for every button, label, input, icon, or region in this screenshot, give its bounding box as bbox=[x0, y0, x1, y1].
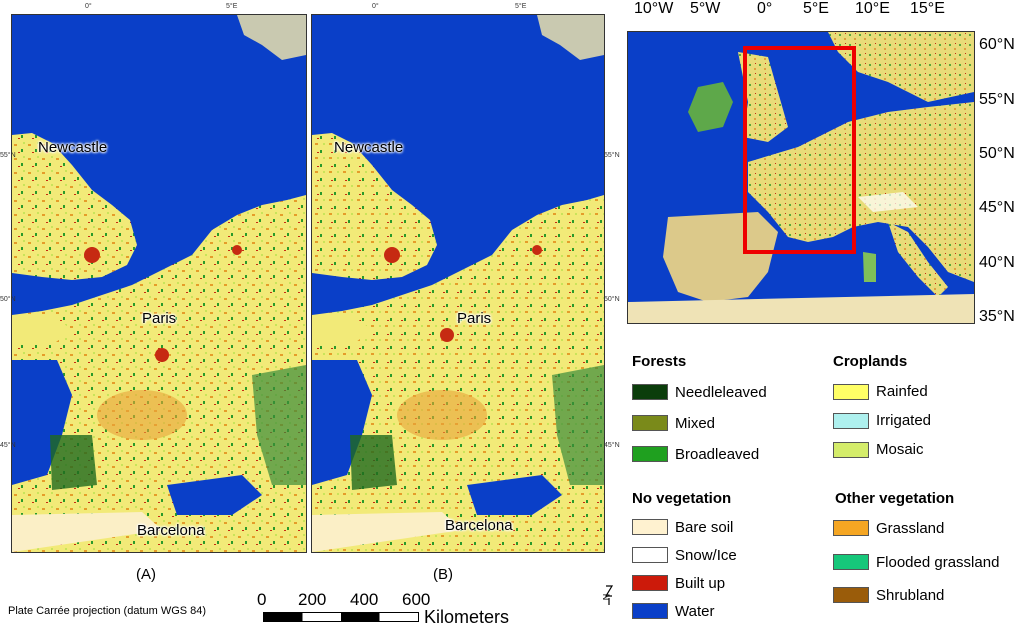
overview-top-tick-4: 10°E bbox=[855, 0, 890, 17]
overview-map[interactable] bbox=[627, 31, 975, 324]
map-b-land bbox=[312, 15, 604, 552]
overview-top-tick-1: 5°W bbox=[690, 0, 721, 17]
city-newcastle: Newcastle bbox=[38, 139, 108, 156]
scale-tick-0: 0 bbox=[257, 590, 267, 609]
legend-label-mixed: Mixed bbox=[675, 415, 716, 432]
legend-swatch-grassland bbox=[833, 520, 869, 536]
legend-swatch-irrigated bbox=[833, 413, 869, 429]
city-paris: Paris bbox=[142, 310, 177, 327]
map-b-top-tick-0: 0° bbox=[372, 3, 379, 10]
map-b-label: (B) bbox=[433, 566, 453, 583]
scale-tick-400: 400 bbox=[350, 590, 379, 609]
overview-right-tick-4: 40°N bbox=[979, 254, 1015, 271]
legend-title-other-vegetation: Other vegetation bbox=[835, 490, 955, 507]
legend-swatch-needleleaved bbox=[632, 384, 668, 400]
map-b-right-tick-0: 55°N bbox=[604, 152, 620, 159]
legend-swatch-shrubland bbox=[833, 587, 869, 603]
scale-unit: Kilometers bbox=[424, 607, 510, 627]
scale-bar-segments bbox=[263, 612, 419, 622]
map-a-left-tick-0: 55°N bbox=[0, 152, 16, 159]
overview-top-tick-0: 10°W bbox=[634, 0, 674, 17]
overview-top-tick-2: 0° bbox=[757, 0, 773, 17]
north-arrow-icon bbox=[602, 584, 616, 606]
city-barcelona: Barcelona bbox=[445, 517, 513, 534]
legend-label-rainfed: Rainfed bbox=[876, 383, 928, 400]
legend-title-no-vegetation: No vegetation bbox=[632, 490, 732, 507]
map-a-left-tick-1: 50°N bbox=[0, 296, 16, 303]
map-a[interactable]: Newcastle Paris Barcelona bbox=[11, 14, 307, 553]
legend-swatch-mosaic bbox=[833, 442, 869, 458]
scale-tick-200: 200 bbox=[298, 590, 327, 609]
map-b-right-tick-2: 45°N bbox=[604, 442, 620, 449]
overview-extent-box bbox=[743, 46, 856, 254]
legend-title-croplands: Croplands bbox=[833, 353, 908, 370]
legend-swatch-rainfed bbox=[833, 384, 869, 400]
legend-label-water: Water bbox=[675, 603, 715, 620]
overview-right-tick-0: 60°N bbox=[979, 36, 1015, 53]
scale-tick-600: 600 bbox=[402, 590, 431, 609]
city-barcelona: Barcelona bbox=[137, 522, 205, 539]
map-a-top-tick-0: 0° bbox=[85, 3, 92, 10]
legend-swatch-mixed bbox=[632, 415, 668, 431]
map-a-label: (A) bbox=[136, 566, 156, 583]
legend-swatch-built-up bbox=[632, 575, 668, 591]
legend-label-grassland: Grassland bbox=[876, 520, 945, 537]
overview-right-tick-3: 45°N bbox=[979, 199, 1015, 216]
legend-swatch-flooded-grassland bbox=[833, 554, 869, 570]
legend-swatch-broadleaved bbox=[632, 446, 668, 462]
overview-right-tick-5: 35°N bbox=[979, 308, 1015, 325]
legend-label-bare-soil: Bare soil bbox=[675, 519, 734, 536]
legend-label-irrigated: Irrigated bbox=[876, 412, 932, 429]
legend-label-mosaic: Mosaic bbox=[876, 441, 924, 458]
legend-label-shrubland: Shrubland bbox=[876, 587, 945, 604]
overview-top-tick-3: 5°E bbox=[803, 0, 829, 17]
overview-right-tick-2: 50°N bbox=[979, 145, 1015, 162]
legend-label-built-up: Built up bbox=[675, 575, 726, 592]
map-b-right-tick-1: 50°N bbox=[604, 296, 620, 303]
overview-land bbox=[628, 32, 974, 323]
legend-label-snow-ice: Snow/Ice bbox=[675, 547, 737, 564]
map-b[interactable]: Newcastle Paris Barcelona bbox=[311, 14, 605, 553]
legend-swatch-water bbox=[632, 603, 668, 619]
north-arrow-label: N bbox=[601, 593, 612, 601]
legend-label-flooded-grassland: Flooded grassland bbox=[876, 554, 1000, 571]
city-newcastle: Newcastle bbox=[334, 139, 404, 156]
overview-right-tick-1: 55°N bbox=[979, 91, 1015, 108]
map-a-left-tick-2: 45°N bbox=[0, 442, 16, 449]
scale-bar-subdivision bbox=[263, 612, 302, 617]
legend-title-forests: Forests bbox=[632, 353, 687, 370]
legend-label-needleleaved: Needleleaved bbox=[675, 384, 767, 401]
legend-label-broadleaved: Broadleaved bbox=[675, 446, 760, 463]
map-b-top-tick-1: 5°E bbox=[515, 3, 527, 10]
city-paris: Paris bbox=[457, 310, 492, 327]
legend-swatch-bare-soil bbox=[632, 519, 668, 535]
map-a-top-tick-1: 5°E bbox=[226, 3, 238, 10]
map-a-land bbox=[12, 15, 306, 552]
overview-top-tick-5: 15°E bbox=[910, 0, 945, 17]
legend-swatch-snow-ice bbox=[632, 547, 668, 563]
projection-note: Plate Carrée projection (datum WGS 84) bbox=[8, 605, 207, 617]
